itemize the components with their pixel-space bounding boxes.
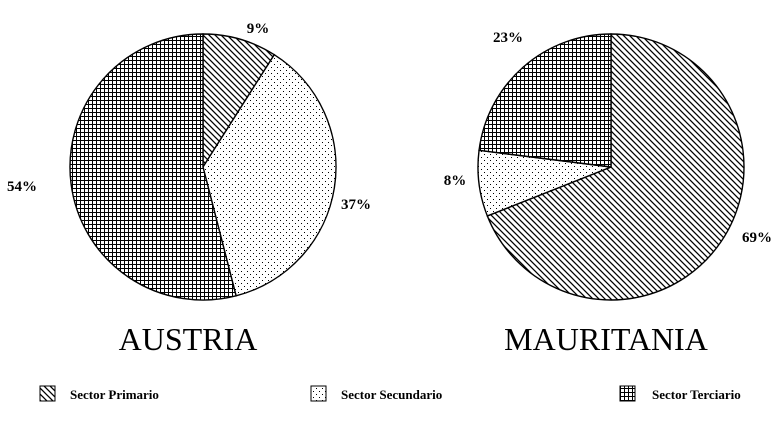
legend-swatch-primario [39,385,56,402]
slice-label-austria-terciario: 54% [7,179,37,195]
slice-label-mauritania-secundario: 8% [444,173,467,189]
pie-slice-austria-secundario [202,53,337,297]
legend-item-secundario: Sector Secundario [310,385,442,402]
legend-label-secundario: Sector Secundario [341,387,442,402]
pie-slice-austria-terciario [69,33,237,301]
legend-swatch-terciario [619,385,636,402]
pie-slice-mauritania-primario [486,33,745,301]
chart-title-mauritania: MAURITANIA [504,321,708,357]
legend-item-terciario: Sector Terciario [619,385,741,402]
slice-label-mauritania-terciario: 23% [493,30,523,46]
legend-label-primario: Sector Primario [70,387,159,402]
slice-label-mauritania-primario: 69% [742,230,772,246]
chart-title-austria: AUSTRIA [119,321,258,357]
pie-mauritania: 69% 8% 23% [444,30,772,301]
slice-label-austria-secundario: 37% [341,197,371,213]
legend-label-terciario: Sector Terciario [652,387,741,402]
legend-swatch-secundario [310,385,327,402]
legend: Sector Primario Sector Secundario Sector… [39,385,741,402]
slice-label-austria-primario: 9% [247,21,270,37]
pie-slice-mauritania-terciario [478,33,612,168]
legend-item-primario: Sector Primario [39,385,159,402]
pie-austria: 9% 37% 54% [7,21,371,301]
